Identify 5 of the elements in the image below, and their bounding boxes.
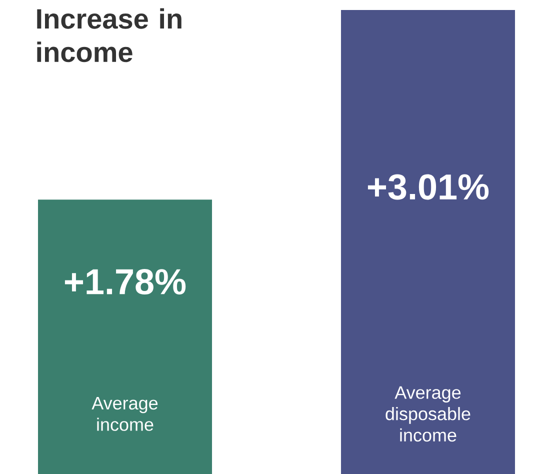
data-label: +1.78%	[64, 269, 186, 295]
x-tick-label: Average disposable income	[386, 386, 470, 442]
data-label: +3.01%	[368, 174, 489, 200]
x-tick-label: Average income	[92, 397, 158, 431]
chart-title: Increase in income	[37, 8, 182, 62]
